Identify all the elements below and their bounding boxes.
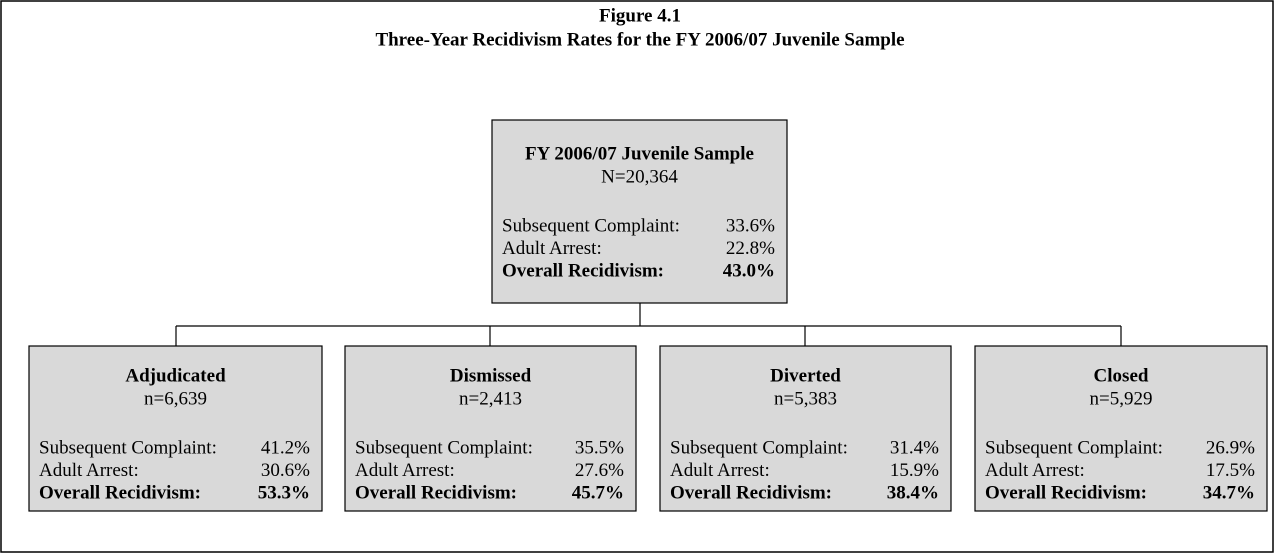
row-label: Overall Recidivism:: [502, 260, 664, 281]
row-label: Overall Recidivism:: [985, 482, 1147, 503]
figure-title: Figure 4.1: [599, 5, 681, 26]
node-label: FY 2006/07 Juvenile Sample: [525, 143, 754, 164]
node-count: N=20,364: [601, 166, 678, 187]
row-label: Adult Arrest:: [670, 460, 770, 481]
row-label: Subsequent Complaint:: [502, 215, 680, 236]
row-value: 53.3%: [258, 482, 310, 503]
row-value: 27.6%: [575, 460, 624, 481]
node-count: n=5,383: [774, 388, 837, 409]
row-value: 35.5%: [575, 437, 624, 458]
node-box: [974, 345, 1268, 512]
node-label: Adjudicated: [125, 365, 226, 386]
row-value: 45.7%: [572, 482, 624, 503]
row-value: 15.9%: [890, 460, 939, 481]
row-value: 30.6%: [261, 460, 310, 481]
row-value: 33.6%: [726, 215, 775, 236]
row-value: 22.8%: [726, 238, 775, 259]
figure-subtitle: Three-Year Recidivism Rates for the FY 2…: [375, 29, 904, 50]
row-label: Subsequent Complaint:: [985, 437, 1163, 458]
row-label: Subsequent Complaint:: [670, 437, 848, 458]
node-count: n=5,929: [1090, 388, 1153, 409]
node-count: n=2,413: [459, 388, 522, 409]
row-label: Adult Arrest:: [502, 238, 602, 259]
row-label: Overall Recidivism:: [39, 482, 201, 503]
row-value: 43.0%: [723, 260, 775, 281]
row-label: Overall Recidivism:: [670, 482, 832, 503]
row-label: Overall Recidivism:: [355, 482, 517, 503]
node-box: [344, 345, 637, 512]
row-value: 17.5%: [1206, 460, 1255, 481]
row-value: 34.7%: [1203, 482, 1255, 503]
row-label: Subsequent Complaint:: [39, 437, 217, 458]
node-box: [28, 345, 323, 512]
node-box: [659, 345, 952, 512]
node-label: Closed: [1094, 365, 1149, 386]
node-box: [491, 119, 788, 304]
node-label: Diverted: [770, 365, 841, 386]
row-label: Adult Arrest:: [985, 460, 1085, 481]
row-value: 26.9%: [1206, 437, 1255, 458]
node-count: n=6,639: [144, 388, 207, 409]
row-label: Adult Arrest:: [355, 460, 455, 481]
row-value: 31.4%: [890, 437, 939, 458]
node-label: Dismissed: [450, 365, 532, 386]
row-label: Adult Arrest:: [39, 460, 139, 481]
row-value: 41.2%: [261, 437, 310, 458]
connectors: [175, 303, 1122, 346]
row-value: 38.4%: [887, 482, 939, 503]
row-label: Subsequent Complaint:: [355, 437, 533, 458]
